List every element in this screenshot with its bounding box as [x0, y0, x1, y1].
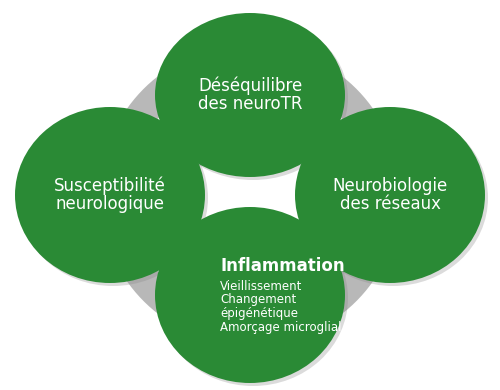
Ellipse shape [295, 107, 485, 283]
Ellipse shape [155, 13, 345, 177]
Ellipse shape [158, 210, 348, 386]
Text: des neuroTR: des neuroTR [198, 95, 302, 113]
Text: Vieillissement: Vieillissement [220, 280, 302, 292]
Ellipse shape [18, 110, 208, 286]
Text: Neurobiologie: Neurobiologie [332, 177, 448, 195]
Text: Amorçage microglial: Amorçage microglial [220, 321, 342, 335]
Ellipse shape [158, 16, 348, 180]
Text: épigénétique: épigénétique [220, 307, 298, 321]
Ellipse shape [155, 207, 345, 383]
Ellipse shape [298, 110, 488, 286]
Text: Changement: Changement [220, 294, 296, 307]
Text: Inflammation: Inflammation [220, 257, 344, 275]
Text: neurologique: neurologique [56, 195, 164, 213]
Text: des réseaux: des réseaux [340, 195, 440, 213]
Text: Déséquilibre: Déséquilibre [198, 77, 302, 95]
Ellipse shape [15, 107, 205, 283]
Text: Susceptibilité: Susceptibilité [54, 177, 166, 195]
